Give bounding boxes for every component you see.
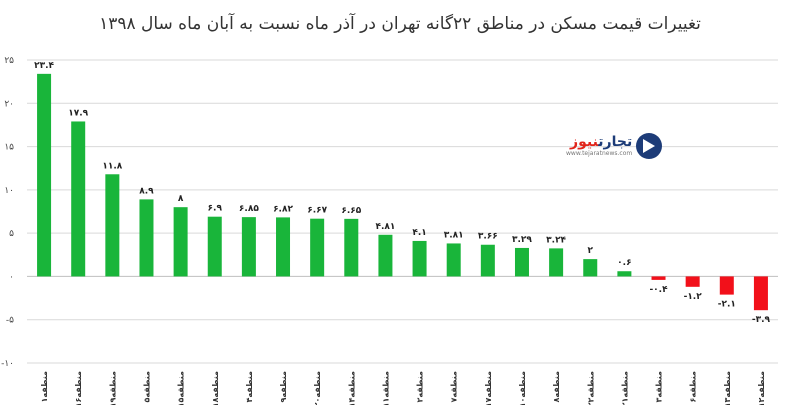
bar bbox=[514, 247, 529, 277]
data-label: ۳.۸۱ bbox=[444, 230, 464, 240]
data-label: ۶.۹ bbox=[208, 204, 223, 214]
category-label: منطقه۳ bbox=[655, 371, 664, 403]
data-label: -۰.۴ bbox=[649, 285, 668, 295]
bar bbox=[276, 217, 291, 277]
category-label: منطقه۱۸ bbox=[211, 371, 220, 405]
bar bbox=[378, 234, 393, 277]
bar bbox=[412, 240, 427, 277]
bar bbox=[139, 199, 154, 277]
data-label: ۳.۶۶ bbox=[478, 232, 498, 242]
category-label: منطقه۱۴ bbox=[347, 371, 356, 405]
data-label: ۰.۶ bbox=[617, 258, 631, 268]
category-label: منطقه۹ bbox=[279, 371, 288, 403]
category-label: منطقه۷ bbox=[450, 371, 459, 403]
y-tick-label: ۱۰ bbox=[4, 186, 14, 196]
data-label: ۱۷.۹ bbox=[68, 108, 88, 118]
bar bbox=[241, 217, 256, 277]
y-tick-label: ۲۰ bbox=[4, 99, 14, 109]
data-label: -۲.۱ bbox=[718, 300, 736, 310]
category-label: منطقه۲۱ bbox=[620, 371, 629, 405]
category-label: منطقه۲۲ bbox=[586, 371, 595, 405]
chart-title: تغییرات قیمت مسکن در مناطق ۲۲گانه تهران … bbox=[99, 14, 701, 34]
data-label: ۶.۸۵ bbox=[239, 204, 259, 214]
bar bbox=[480, 244, 495, 277]
category-label: منطقه۱۰ bbox=[518, 371, 527, 405]
bar bbox=[685, 276, 700, 287]
category-label: منطقه۲ bbox=[416, 371, 425, 403]
data-label: ۴.۱ bbox=[412, 228, 426, 238]
data-label: -۱.۲ bbox=[684, 292, 703, 302]
y-tick-label: -۱۰ bbox=[1, 359, 14, 369]
bars bbox=[37, 73, 768, 311]
category-label: منطقه۲۰ bbox=[313, 371, 322, 405]
logo-url: www.tejaratnews.com bbox=[566, 150, 633, 157]
category-label: منطقه۱ bbox=[40, 371, 49, 403]
category-label: منطقه۸ bbox=[552, 371, 561, 403]
logo-name-main: تجارت bbox=[598, 134, 633, 150]
category-label: منطقه۱۳ bbox=[723, 371, 732, 405]
category-label: منطقه۱۹ bbox=[108, 371, 117, 405]
bar bbox=[173, 207, 188, 277]
bar bbox=[583, 259, 598, 277]
logo-text: تجارتنیوز www.tejaratnews.com bbox=[566, 134, 632, 158]
data-label: ۲ bbox=[588, 246, 594, 256]
category-label: منطقه۱۶ bbox=[74, 371, 83, 405]
bar bbox=[71, 121, 86, 277]
bar bbox=[310, 218, 325, 277]
data-label: ۸ bbox=[178, 194, 184, 204]
data-label: ۶.۶۵ bbox=[341, 206, 361, 216]
data-label: ۴.۸۱ bbox=[375, 222, 395, 232]
y-tick-label: -۵ bbox=[6, 316, 14, 326]
logo-name: تجارتنیوز bbox=[570, 134, 632, 150]
y-tick-label: ۰ bbox=[9, 272, 14, 282]
data-label: ۳.۲۹ bbox=[512, 235, 532, 245]
data-label: ۶.۸۲ bbox=[273, 204, 293, 214]
y-axis-ticks: ۲۵ ۲۰ ۱۵ ۱۰ ۵ ۰ -۵ -۱۰ bbox=[1, 56, 14, 369]
bar bbox=[651, 276, 666, 280]
data-labels: ۲۳.۴ ۱۷.۹ ۱۱.۸ ۸.۹ ۸ ۶.۹ ۶.۸۵ ۶.۸۲ ۶.۶۷ ۶.۶۵ ۴.۸۱ ۴… bbox=[34, 61, 770, 325]
tejaratnews-logo: تجارتنیوز www.tejaratnews.com bbox=[566, 130, 682, 162]
data-label: ۲۳.۴ bbox=[34, 61, 54, 71]
bar bbox=[617, 271, 632, 277]
data-label: ۶.۶۷ bbox=[307, 206, 327, 216]
bar bbox=[37, 73, 52, 277]
bar bbox=[549, 248, 564, 277]
bar bbox=[105, 174, 120, 277]
data-label: ۱۱.۸ bbox=[102, 161, 122, 171]
bar bbox=[207, 216, 222, 277]
logo-mark-icon bbox=[636, 133, 663, 159]
bar bbox=[719, 276, 734, 295]
logo-name-accent: نیوز bbox=[570, 134, 599, 150]
bar bbox=[344, 218, 359, 277]
y-tick-label: ۲۵ bbox=[4, 56, 14, 66]
category-label: منطقه۱۱ bbox=[381, 371, 390, 405]
category-label: منطقه۱۵ bbox=[177, 371, 186, 405]
data-label: ۳.۲۴ bbox=[546, 235, 566, 245]
category-label: منطقه۱۲ bbox=[757, 371, 766, 405]
bar bbox=[446, 243, 461, 277]
category-label: منطقه۵ bbox=[142, 371, 151, 403]
data-label: ۸.۹ bbox=[139, 186, 154, 196]
bar bbox=[753, 276, 768, 311]
category-label: منطقه۱۷ bbox=[484, 371, 493, 405]
category-label: منطقه۴ bbox=[245, 371, 254, 403]
data-label: -۳.۹ bbox=[752, 315, 771, 325]
y-tick-label: ۱۵ bbox=[4, 143, 14, 153]
category-label: منطقه۶ bbox=[689, 371, 698, 403]
category-labels: منطقه۱ منطقه۱۶ منطقه۱۹ منطقه۵ منطقه۱۵ منطقه۱۸… bbox=[40, 371, 766, 405]
y-tick-label: ۵ bbox=[9, 229, 14, 239]
